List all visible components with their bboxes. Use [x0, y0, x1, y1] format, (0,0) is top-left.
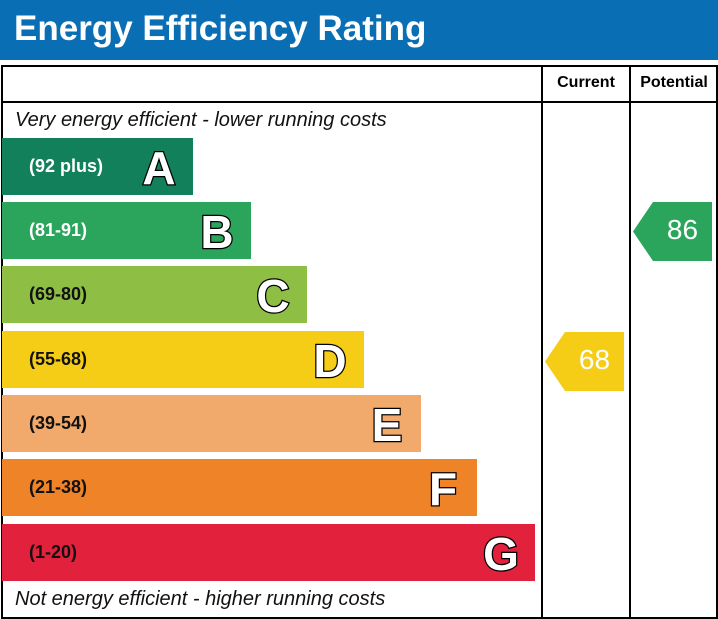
band-bar-g: (1-20) G [2, 524, 535, 581]
band-bar-a: (92 plus) A [2, 138, 193, 195]
band-range: (39-54) [29, 413, 88, 433]
svg-text:D: D [313, 335, 346, 385]
potential-rating-value: 86 [666, 214, 699, 245]
band-letter: A [137, 140, 181, 197]
band-bar-b: (81-91) B [2, 202, 251, 259]
svg-text:E: E [372, 399, 403, 449]
top-note: Very energy efficient - lower running co… [15, 109, 387, 131]
band-letter: B [195, 204, 239, 261]
band-range: (21-38) [29, 477, 88, 497]
potential-column-header: Potential [640, 74, 708, 91]
band-bar-d: (55-68) D [2, 331, 364, 388]
current-rating-arrow: 68 [545, 332, 624, 391]
band-letter: C [251, 268, 295, 325]
svg-text:B: B [200, 206, 233, 256]
band-range: (92 plus) [29, 156, 104, 176]
page-title: Energy Efficiency Rating [14, 9, 427, 48]
band-bar-e: (39-54) E [2, 395, 421, 452]
current-rating-value: 68 [578, 344, 611, 375]
svg-text:F: F [429, 463, 457, 513]
band-letter: F [421, 461, 465, 518]
svg-text:A: A [142, 142, 175, 192]
potential-rating-arrow: 86 [633, 202, 712, 261]
band-letter: E [365, 397, 409, 454]
header-divider [1, 101, 718, 103]
header-banner: Energy Efficiency Rating [0, 0, 718, 60]
band-letter: D [308, 333, 352, 390]
current-column-header: Current [557, 74, 615, 91]
band-range: (1-20) [29, 542, 78, 562]
bottom-note: Not energy efficient - higher running co… [15, 588, 386, 610]
band-range: (55-68) [29, 349, 88, 369]
band-letter: G [479, 526, 523, 583]
column-divider [541, 65, 543, 617]
svg-text:G: G [483, 528, 519, 578]
band-range: (69-80) [29, 284, 88, 304]
band-bar-c: (69-80) C [2, 266, 307, 323]
band-bar-f: (21-38) F [2, 459, 477, 516]
band-range: (81-91) [29, 220, 88, 240]
svg-text:C: C [256, 270, 289, 320]
column-divider [629, 65, 631, 617]
